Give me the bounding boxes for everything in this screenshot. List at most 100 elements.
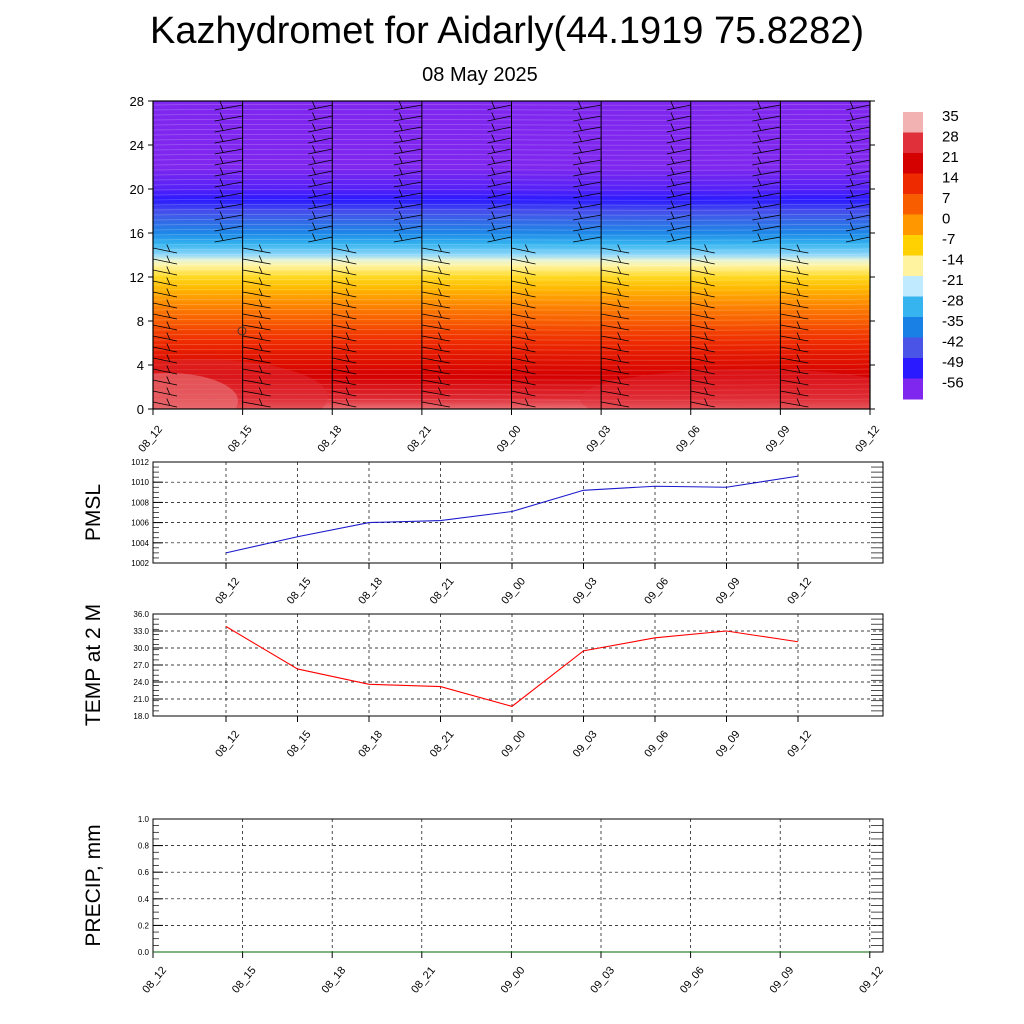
contour-line (153, 378, 870, 381)
colorbar-label: -42 (942, 334, 964, 351)
wind-barb (601, 376, 630, 386)
wind-barb (421, 244, 450, 254)
wind-barb (511, 299, 536, 309)
wind-barb (153, 171, 154, 172)
x-tick-label: 09_12 (785, 728, 814, 759)
colorbar-swatch (903, 194, 923, 215)
wind-barb (845, 189, 870, 199)
wind-barb (869, 358, 870, 359)
colorbar-label: 7 (942, 190, 950, 207)
x-tick-label: 09_00 (499, 575, 528, 606)
wind-barb (601, 387, 630, 397)
x-tick-label: 08_21 (428, 728, 457, 759)
x-tick-label: 09_00 (499, 964, 528, 995)
wind-barb (242, 354, 271, 364)
x-tick-label: 08_18 (319, 964, 348, 995)
wind-barb (511, 321, 536, 331)
pmsl-panel: 1002 1004 1006 1008 1010 1012 08_12 08_15 08_18 0… (82, 458, 884, 607)
wind-barb (214, 112, 243, 122)
wind-barb (601, 354, 630, 364)
wind-barb (242, 266, 271, 276)
wind-barb (421, 277, 450, 287)
wind-barb (573, 178, 602, 188)
wind-barb (511, 343, 536, 353)
calm-marker (237, 326, 247, 336)
chart-date: 08 May 2025 (422, 64, 538, 86)
wind-barb (869, 347, 870, 348)
wind-barb (393, 145, 422, 155)
colorbar-swatch (903, 214, 923, 236)
wind-barb (845, 123, 870, 133)
x-tick-label: 09_06 (674, 423, 703, 454)
wind-barb (780, 288, 809, 298)
warm-patch (580, 369, 870, 409)
wind-barb (153, 376, 178, 386)
wind-barb (845, 222, 870, 232)
contour-line (153, 263, 870, 266)
wind-barb (214, 145, 243, 155)
x-tick-label: 09_00 (495, 423, 524, 454)
wind-barb (332, 266, 357, 276)
wind-barb (153, 127, 154, 128)
colorbar-label: -28 (942, 293, 964, 310)
wind-barb (393, 233, 422, 243)
contour-line (153, 133, 870, 136)
y-tick-label: 1008 (131, 498, 149, 507)
wind-barb (332, 310, 357, 320)
wind-barb (573, 211, 602, 221)
x-tick-label: 08_18 (356, 575, 385, 606)
panel-frame (152, 613, 884, 717)
wind-barb (487, 211, 512, 221)
wind-barb (332, 321, 357, 331)
contour-line (153, 233, 870, 236)
wind-barb (780, 398, 809, 408)
colorbar-swatch (903, 132, 923, 154)
wind-barb (666, 167, 691, 177)
x-tick-label: 08_21 (405, 423, 434, 454)
x-tick-label: 08_18 (316, 423, 345, 454)
wind-barb (393, 112, 422, 122)
wind-barb (666, 123, 691, 133)
wind-barb (573, 134, 602, 144)
y-axis-label: PMSL (82, 484, 105, 541)
colorbar-label: 21 (942, 149, 959, 166)
y-tick-label: 0.4 (138, 895, 150, 904)
y-tick-label: 0.6 (138, 868, 150, 877)
y-tick-label: 1.0 (138, 815, 150, 824)
contour-line (153, 243, 870, 246)
wind-barb (214, 123, 243, 133)
contour-line (153, 298, 870, 301)
wind-barb (214, 101, 243, 111)
contour-line (153, 268, 870, 271)
wind-barb (242, 321, 271, 331)
x-tick-label: 08_21 (428, 575, 457, 606)
wind-barb (601, 255, 630, 265)
wind-barb (153, 116, 154, 117)
wind-barb (690, 343, 715, 353)
panel-frame (152, 818, 884, 953)
wind-barb (308, 200, 333, 210)
wind-barb (601, 332, 630, 342)
x-tick-label: 09_12 (785, 575, 814, 606)
wind-barb (214, 167, 243, 177)
x-tick-label: 09_09 (767, 964, 796, 995)
wind-barb (869, 325, 870, 326)
y-tick-label: 0.2 (138, 921, 150, 930)
y-tick-label: 8 (137, 314, 144, 329)
wind-barb (153, 299, 178, 309)
colorbar-swatch (903, 296, 923, 318)
wind-barb (845, 178, 870, 188)
wind-barb (308, 156, 333, 166)
contour-line (153, 203, 870, 206)
wind-barb (690, 288, 715, 298)
wind-barb (308, 211, 333, 221)
colorbar-swatch (903, 276, 923, 297)
wind-barb (690, 332, 715, 342)
wind-barb (153, 255, 178, 265)
colorbar-label: 0 (942, 211, 950, 228)
series-line (225, 475, 799, 554)
colorbar-label: -14 (942, 252, 964, 269)
wind-barb (332, 288, 357, 298)
wind-barb (487, 233, 512, 243)
x-tick-label: 08_21 (409, 964, 438, 995)
